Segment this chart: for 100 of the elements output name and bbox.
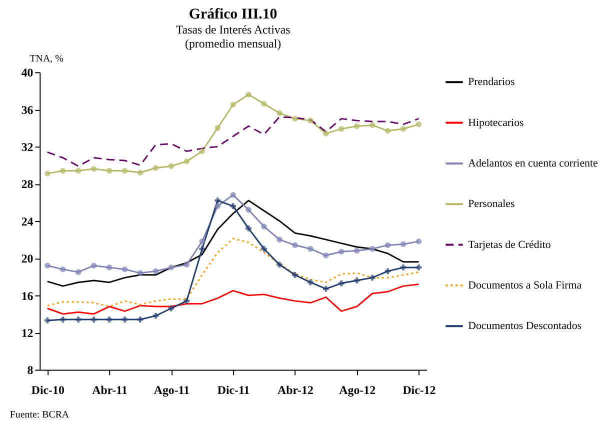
- point: [261, 224, 267, 230]
- line-series: [46, 200, 420, 287]
- point: [230, 192, 236, 198]
- x-tick-label: Ago-12: [339, 383, 376, 398]
- point: [338, 248, 344, 255]
- point: [307, 246, 314, 252]
- point: [338, 126, 344, 132]
- point: [400, 264, 406, 270]
- chart-subtitle: Tasas de Interés Activas (promedio mensual): [176, 22, 291, 50]
- point: [184, 158, 190, 164]
- point: [292, 242, 298, 248]
- y-tick-label: 36: [21, 102, 34, 117]
- x-tick-label: Dic-11: [217, 383, 250, 398]
- point: [292, 116, 298, 122]
- point: [322, 286, 329, 292]
- point: [369, 274, 376, 281]
- point: [261, 100, 267, 107]
- y-tick-label: 8: [27, 363, 34, 378]
- line-series: [46, 238, 420, 308]
- point: [276, 262, 282, 268]
- point: [416, 238, 422, 244]
- legend-label: Hipotecarios: [468, 116, 524, 129]
- point: [106, 316, 112, 322]
- point: [369, 122, 376, 128]
- point: [214, 203, 221, 210]
- point: [276, 236, 282, 242]
- point: [246, 225, 252, 232]
- point: [184, 262, 190, 268]
- point: [106, 168, 112, 174]
- point: [199, 246, 206, 252]
- point: [60, 266, 66, 272]
- point: [44, 170, 50, 176]
- point: [261, 246, 267, 252]
- point: [168, 264, 174, 270]
- point: [307, 118, 314, 124]
- point: [416, 121, 422, 128]
- x-tick-label: Abr-11: [92, 383, 128, 398]
- legend-label: Personales: [468, 198, 515, 210]
- legend-label: Adelantos en cuenta corriente: [468, 157, 598, 170]
- x-tick-label: Abr-12: [278, 383, 314, 398]
- y-tick-label: 12: [21, 326, 34, 340]
- point: [276, 110, 282, 116]
- point: [199, 148, 206, 154]
- point: [384, 268, 391, 274]
- point: [246, 92, 252, 98]
- y-tick-label: 16: [21, 288, 34, 303]
- point: [214, 198, 221, 204]
- point: [416, 264, 422, 270]
- chart-title: Gráfico III.10: [188, 6, 278, 23]
- point: [90, 166, 97, 172]
- legend-label: Documentos a Sola Firma: [468, 279, 582, 292]
- point: [168, 305, 174, 312]
- point: [44, 262, 50, 269]
- point: [230, 102, 236, 108]
- legend-label: Documentos Descontados: [468, 320, 582, 332]
- point: [384, 128, 391, 134]
- point: [152, 268, 159, 274]
- point: [44, 318, 50, 324]
- point: [137, 270, 144, 276]
- legend-label: Tarjetas de Crédito: [468, 238, 552, 251]
- point: [90, 262, 97, 269]
- point: [60, 316, 66, 322]
- x-tick-label: Ago-11: [154, 383, 190, 398]
- point: [106, 264, 112, 270]
- point: [60, 168, 66, 174]
- point: [354, 278, 360, 284]
- point: [137, 170, 144, 176]
- y-tick-label: 20: [21, 252, 34, 266]
- point: [122, 316, 128, 322]
- point: [322, 130, 329, 136]
- point: [307, 279, 314, 286]
- point: [292, 272, 298, 278]
- legend-label: Prendarios: [468, 76, 515, 88]
- point: [137, 316, 144, 322]
- point: [152, 165, 159, 171]
- point: [400, 241, 406, 248]
- point: [122, 168, 128, 174]
- x-tick-label: Dic-12: [402, 383, 436, 398]
- point: [75, 316, 82, 322]
- point: [230, 203, 236, 210]
- point: [168, 163, 174, 170]
- y-tick-label: 28: [21, 177, 34, 192]
- source-note: Fuente: BCRA: [10, 409, 70, 420]
- point: [354, 123, 360, 130]
- point: [152, 312, 159, 319]
- point: [400, 126, 406, 132]
- point: [214, 125, 221, 131]
- point: [90, 316, 97, 322]
- point: [354, 248, 360, 254]
- point: [199, 238, 206, 244]
- point: [75, 269, 82, 276]
- x-tick-label: Dic-10: [31, 383, 64, 398]
- y-tick-label: 32: [21, 140, 34, 154]
- y-axis-title: TNA, %: [30, 53, 64, 64]
- y-tick-label: 40: [21, 66, 34, 80]
- y-tick-label: 24: [21, 214, 34, 228]
- point: [246, 206, 252, 213]
- point: [122, 266, 128, 272]
- point: [322, 252, 329, 258]
- point: [184, 298, 190, 304]
